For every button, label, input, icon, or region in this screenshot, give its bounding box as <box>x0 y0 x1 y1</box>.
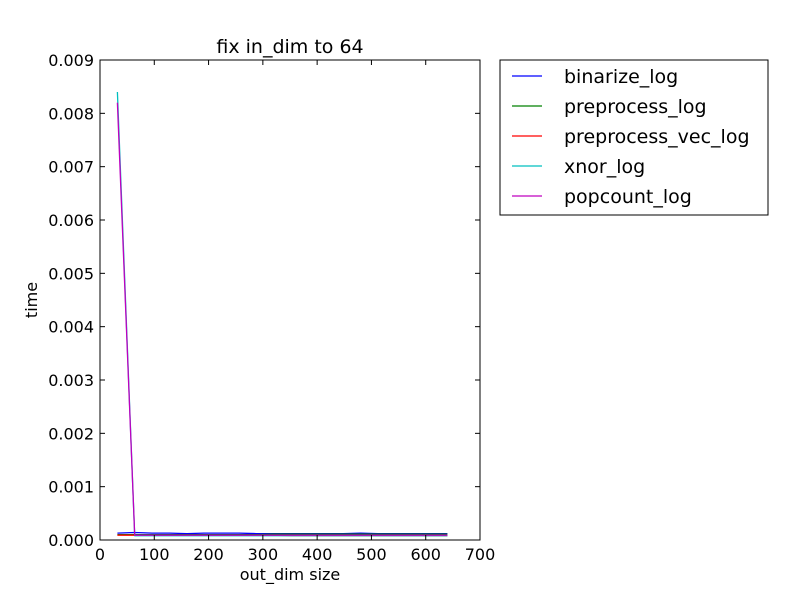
legend-frame <box>499 59 769 216</box>
y-tick-label: 0.005 <box>48 264 94 283</box>
series-line-popcount_log <box>116 102 448 536</box>
x-tick-label: 0 <box>95 545 105 564</box>
x-tick-label: 600 <box>410 545 441 564</box>
x-tick-label: 700 <box>465 545 496 564</box>
x-tick-label: 400 <box>302 545 333 564</box>
legend: binarize_log preprocess_log preprocess_vec… <box>499 59 769 216</box>
legend-label: popcount_log <box>564 186 692 208</box>
plot-frame <box>99 59 481 541</box>
y-axis: 0.000 0.001 0.002 0.003 0.004 0.005 0.006 0.007… <box>48 51 480 550</box>
legend-label: preprocess_log <box>564 96 707 118</box>
y-tick-label: 0.009 <box>48 51 94 70</box>
x-axis-label: out_dim size <box>240 565 341 585</box>
y-tick-label: 0.007 <box>48 158 94 177</box>
legend-label: xnor_log <box>564 156 645 178</box>
y-tick-label: 0.008 <box>48 104 94 123</box>
y-tick-label: 0.000 <box>48 531 94 550</box>
x-tick-label: 500 <box>356 545 387 564</box>
x-tick-label: 300 <box>248 545 279 564</box>
y-axis-label: time <box>22 282 41 318</box>
legend-label: binarize_log <box>564 66 678 88</box>
y-tick-label: 0.001 <box>48 478 94 497</box>
x-axis: 0 100 200 300 400 500 600 700 <box>95 60 495 564</box>
y-tick-label: 0.003 <box>48 371 94 390</box>
legend-label: preprocess_vec_log <box>564 126 750 148</box>
chart-title: fix in_dim to 64 <box>216 36 363 58</box>
x-tick-label: 200 <box>193 545 224 564</box>
y-tick-label: 0.004 <box>48 318 94 337</box>
x-tick-label: 100 <box>139 545 170 564</box>
y-tick-label: 0.002 <box>48 424 94 443</box>
y-tick-label: 0.006 <box>48 211 94 230</box>
plot-lines <box>116 91 448 537</box>
